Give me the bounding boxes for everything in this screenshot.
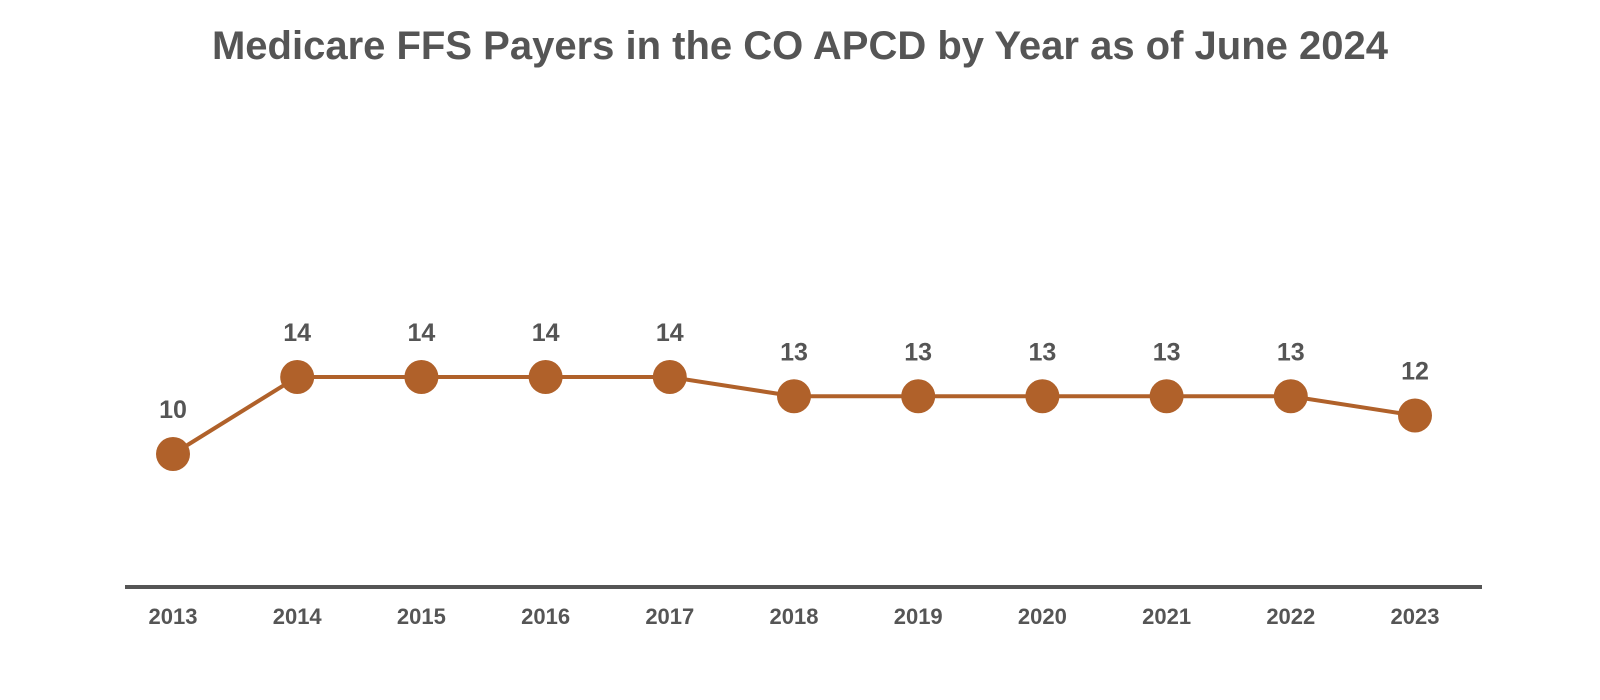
data-point-2014	[280, 360, 315, 394]
data-label-2017: 14	[656, 319, 684, 347]
data-label-2018: 13	[780, 338, 808, 366]
data-label-2022: 13	[1277, 338, 1305, 366]
data-point-2022	[1273, 379, 1308, 414]
data-label-2021: 13	[1153, 338, 1181, 366]
data-point-2015	[404, 360, 439, 394]
data-point-2018	[777, 379, 811, 414]
data-point-2017	[652, 360, 687, 394]
x-tick-label-2023: 2023	[1391, 604, 1440, 629]
data-label-2019: 13	[904, 338, 932, 366]
chart-title: Medicare FFS Payers in the CO APCD by Ye…	[211, 24, 1389, 68]
x-tick-label-2015: 2015	[397, 604, 446, 629]
x-tick-label-2016: 2016	[521, 604, 570, 629]
x-tick-label-2017: 2017	[645, 604, 694, 629]
data-label-2023: 12	[1401, 358, 1429, 386]
data-label-group: 10 14 14 14 14 13 13 13 13 13 12	[159, 319, 1429, 424]
data-label-2016: 14	[532, 319, 560, 347]
x-tick-label-2019: 2019	[894, 604, 943, 629]
x-tick-label-2013: 2013	[149, 604, 198, 629]
series-group	[156, 360, 1432, 471]
data-point-2021	[1149, 379, 1184, 414]
data-point-2013	[156, 437, 190, 471]
data-label-2013: 10	[159, 396, 187, 424]
x-tick-label-2022: 2022	[1266, 604, 1315, 629]
data-label-2014: 14	[283, 319, 311, 347]
x-tick-label-2021: 2021	[1142, 604, 1191, 629]
data-point-2016	[528, 360, 563, 394]
x-tick-label-2020: 2020	[1018, 604, 1067, 629]
data-point-2019	[901, 379, 936, 414]
x-tick-label-group: 2013 2014 2015 2016 2017 2018 2019 2020 2021 2022…	[149, 604, 1440, 629]
data-point-2020	[1025, 379, 1060, 414]
x-tick-label-2014: 2014	[273, 604, 323, 629]
x-tick-label-2018: 2018	[770, 604, 819, 629]
data-label-2015: 14	[407, 319, 435, 347]
data-point-2023	[1398, 398, 1432, 433]
data-label-2020: 13	[1028, 338, 1056, 366]
